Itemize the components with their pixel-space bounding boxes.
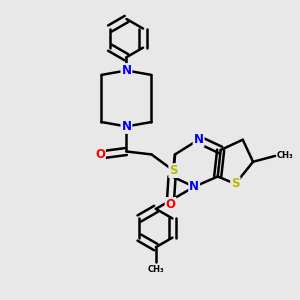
Text: CH₃: CH₃	[148, 266, 164, 274]
Text: S: S	[169, 164, 178, 177]
Text: N: N	[122, 64, 131, 77]
Text: CH₃: CH₃	[277, 152, 293, 160]
Text: N: N	[122, 120, 131, 133]
Text: S: S	[231, 177, 240, 190]
Text: N: N	[189, 180, 199, 193]
Text: O: O	[95, 148, 105, 161]
Text: N: N	[194, 133, 204, 146]
Text: O: O	[166, 198, 176, 211]
